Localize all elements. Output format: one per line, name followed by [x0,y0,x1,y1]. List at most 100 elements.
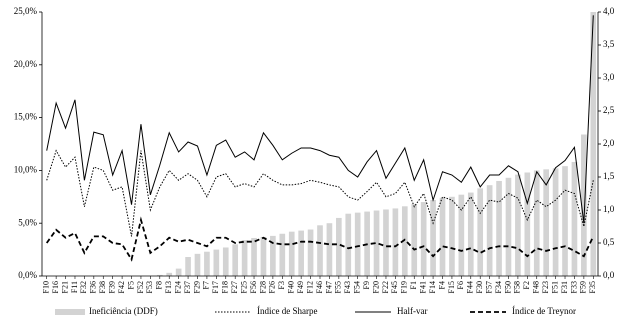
x-tick-label: F35 [588,281,597,293]
y-tick-label: 20,0% [14,59,38,69]
bar [204,251,210,276]
y2-tick-label: 0,5 [603,237,615,247]
x-tick-label: F21 [60,281,69,293]
bar [241,240,248,276]
y-tick-label: 5,0% [18,217,37,227]
x-tick-label: F18 [221,281,230,293]
x-tick-label: F10 [42,281,51,293]
x-tick-label: F4 [437,281,446,289]
x-tick-label: F14 [428,281,437,293]
x-tick-label: F13 [164,281,173,293]
bar [336,217,342,276]
legend-label: Ineficiência (DDF) [89,306,158,316]
line-series [46,149,594,237]
x-tick-label: F19 [400,281,409,293]
bar [552,168,559,276]
bar [458,194,465,276]
bar [326,223,333,276]
x-tick-label: F11 [70,281,79,293]
x-tick-label: F59 [579,281,588,293]
bar [505,177,512,276]
y2-tick-label: 1,0 [603,204,615,214]
bar [420,202,427,276]
bar [430,199,436,276]
bar [524,172,531,276]
y2-tick-label: 0,0 [603,270,615,280]
x-tick-label: F28 [258,281,267,293]
bar [251,237,257,276]
bar [185,256,191,276]
x-tick-label: F23 [541,281,550,293]
x-tick-label: F40 [287,281,296,293]
x-tick-label: F3 [277,281,286,289]
x-tick-label: F58 [513,281,522,293]
bar [533,170,540,276]
x-tick-label: F25 [239,281,248,293]
bar [345,213,352,276]
x-tick-label: F9 [362,281,371,289]
x-tick-label: F26 [268,281,277,293]
bar [383,209,389,276]
x-tick-label: F12 [305,281,314,293]
x-tick-label: F37 [183,281,192,293]
y-tick-label: 10,0% [14,164,38,174]
bar [279,233,286,276]
bar [392,208,399,276]
x-tick-label: F50 [503,281,512,293]
bar [411,204,418,276]
x-tick-label: F39 [108,281,117,293]
x-tick-label: F6 [456,281,465,289]
x-tick-label: F53 [145,281,154,293]
x-tick-label: F42 [117,281,126,293]
x-tick-label: F32 [79,281,88,293]
bar [156,274,163,276]
bar [260,236,267,276]
y2-tick-label: 2,5 [603,105,615,115]
bar [515,174,521,276]
bar [581,134,587,276]
x-tick-label: F46 [315,281,324,293]
bar [449,196,455,276]
x-tick-label: F16 [51,281,60,293]
bar [232,244,239,276]
y2-tick-label: 1,5 [603,171,615,181]
x-tick-label: F55 [334,281,343,293]
bar [467,192,474,276]
bar [307,229,314,276]
line-series [45,216,595,262]
x-tick-label: F20 [371,281,380,293]
legend-label: Índice de Sharpe [257,306,317,316]
x-tick-label: F41 [418,281,427,293]
x-tick-label: F30 [475,281,484,293]
x-tick-label: F33 [569,281,578,293]
bar [298,230,304,276]
bar [571,161,578,276]
bar [562,166,568,276]
bar [270,235,276,276]
y2-tick-label: 3,5 [603,39,615,49]
x-tick-label: F51 [550,281,559,293]
legend-label: Índice de Treynor [512,306,576,316]
bar [194,253,201,276]
bar [590,12,597,276]
bar [477,188,484,276]
bar [166,272,173,276]
x-tick-label: F22 [381,281,390,293]
x-tick-label: F17 [211,281,220,293]
x-tick-label: F43 [343,281,352,293]
x-tick-label: F57 [484,281,493,293]
x-tick-label: F52 [136,281,145,293]
y-tick-label: 25,0% [14,6,38,16]
x-tick-label: F36 [89,281,98,293]
y2-tick-label: 2,0 [603,138,615,148]
x-tick-label: F8 [155,281,164,289]
bar [543,169,549,276]
x-tick-label: F5 [126,281,135,289]
bar [213,249,220,276]
x-tick-label: F15 [447,281,456,293]
bar [354,212,361,276]
bar [496,180,502,276]
x-tick-label: F1 [409,281,418,289]
x-tick-label: F47 [324,281,333,293]
x-tick-label: F49 [296,281,305,293]
